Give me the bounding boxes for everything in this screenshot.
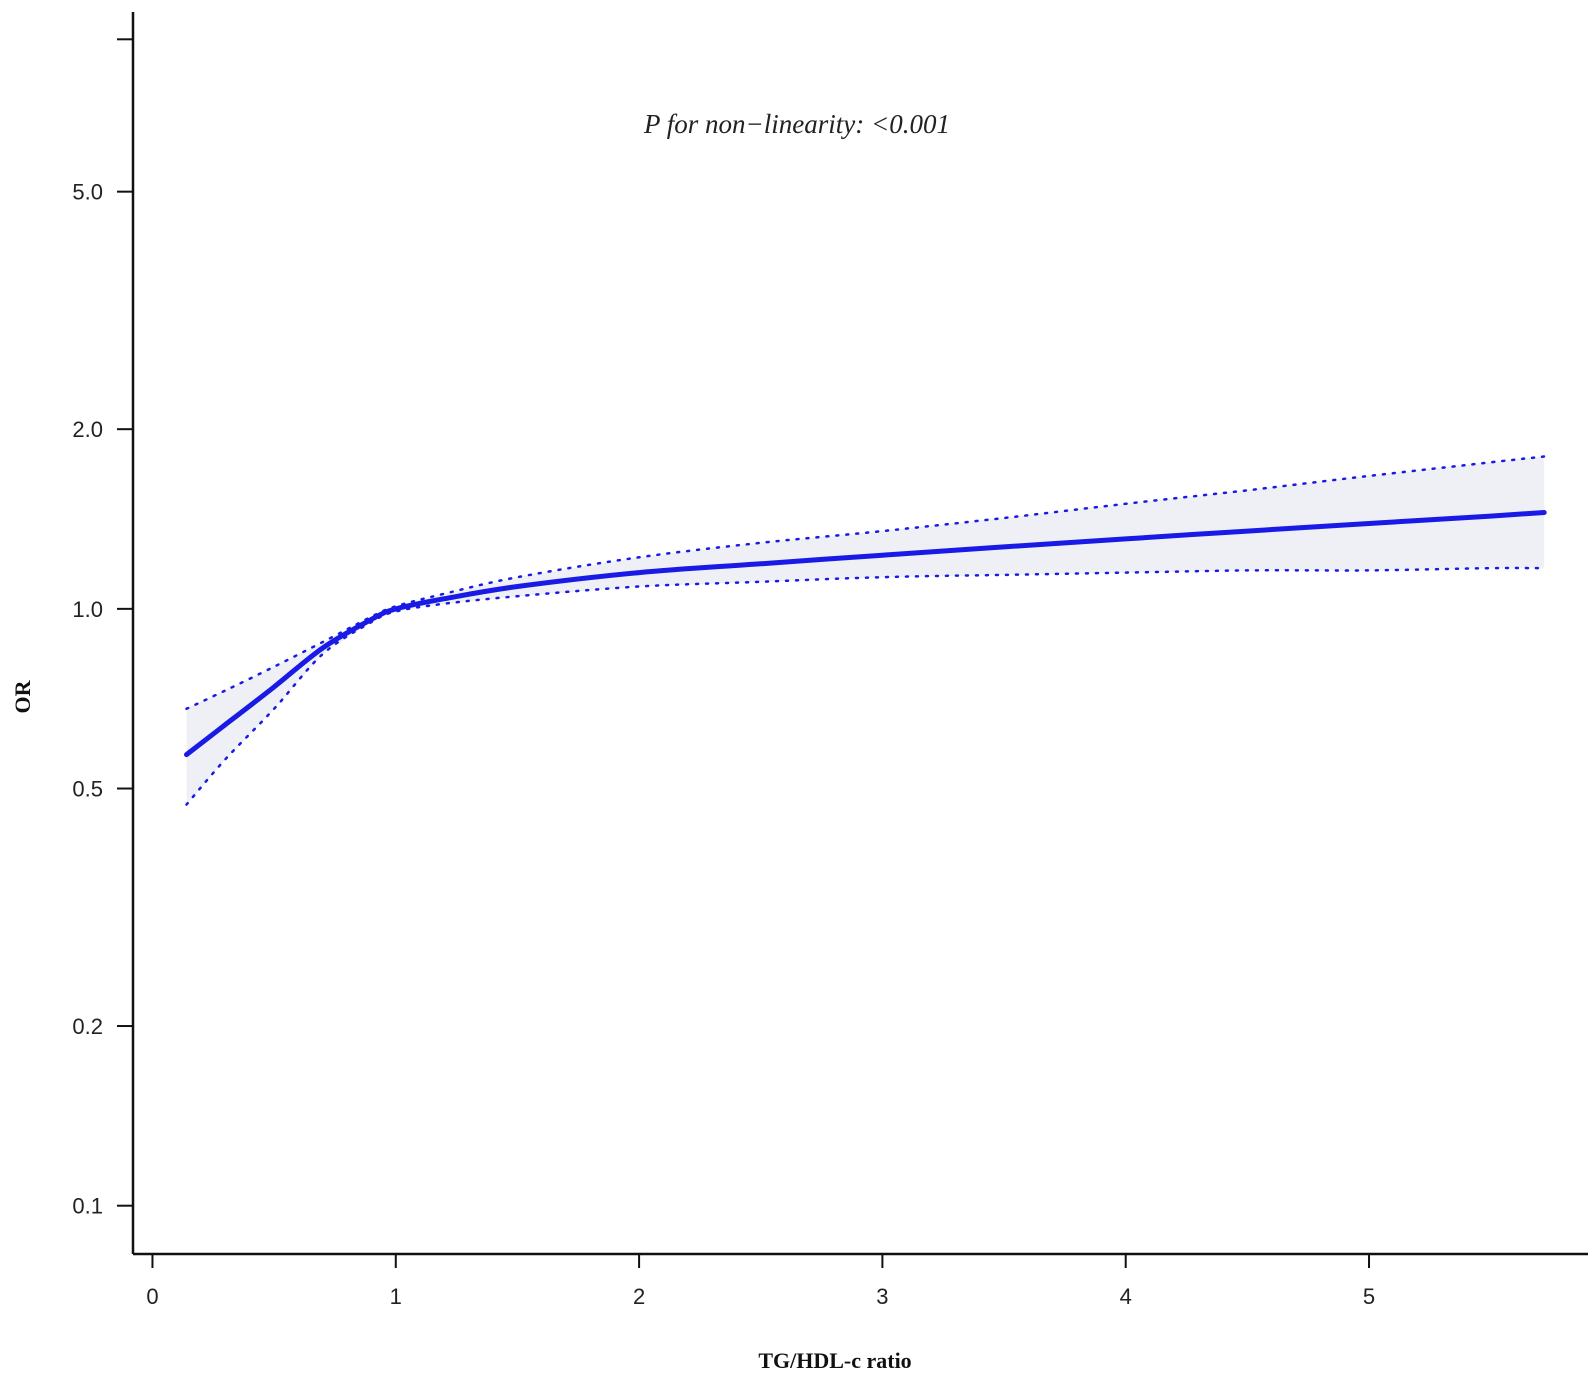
confidence-band-layer <box>186 456 1545 805</box>
x-axis-title: TG/HDL-c ratio <box>758 1348 911 1373</box>
lower-ci-line <box>185 566 1546 806</box>
or-estimate-line <box>184 510 1547 758</box>
x-tick-label: 0 <box>146 1284 158 1309</box>
x-tick-label: 3 <box>876 1284 888 1309</box>
x-tick-label: 5 <box>1363 1284 1375 1309</box>
axes-layer <box>131 12 1588 1256</box>
y-tick-label: 0.1 <box>72 1194 103 1219</box>
x-tick-label: 2 <box>633 1284 645 1309</box>
y-tick-label: 2.0 <box>72 417 103 442</box>
y-tick-label: 0.2 <box>72 1014 103 1039</box>
annotation-text: P for non−linearity: <0.001 <box>643 109 950 139</box>
upper-ci-line <box>185 455 1546 711</box>
x-tick-label: 4 <box>1120 1284 1132 1309</box>
ticks-layer: 0 1 2 3 4 5 0.1 0.2 0.5 1.0 2.0 5.0 <box>72 38 1375 1309</box>
y-tick-label: 0.5 <box>72 777 103 802</box>
series-layer <box>184 455 1547 806</box>
x-tick-label: 1 <box>390 1284 402 1309</box>
confidence-band <box>186 456 1545 805</box>
y-tick-label: 5.0 <box>72 180 103 205</box>
y-tick-label: 1.0 <box>72 597 103 622</box>
y-axis-title: OR <box>10 679 35 713</box>
